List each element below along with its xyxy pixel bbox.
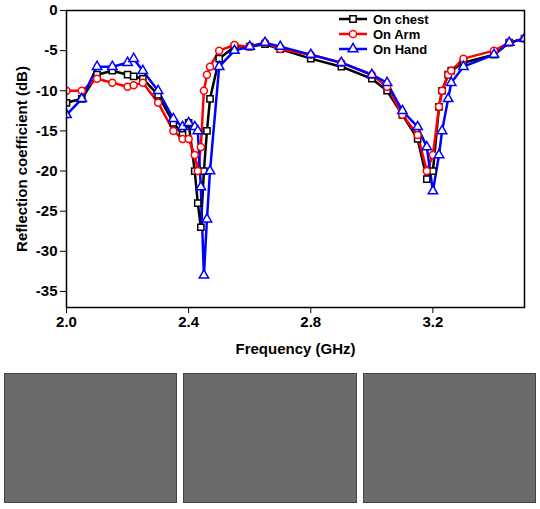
svg-text:-15: -15 <box>36 122 58 139</box>
svg-text:3.2: 3.2 <box>422 313 443 330</box>
svg-text:-5: -5 <box>44 41 57 58</box>
svg-text:Frequency (GHz): Frequency (GHz) <box>235 340 355 357</box>
svg-text:-30: -30 <box>36 242 58 259</box>
svg-text:-10: -10 <box>36 82 58 99</box>
html-text:On chest: On chest <box>373 11 429 27</box>
svg-text:0: 0 <box>49 1 57 18</box>
svg-text:Reflection coefficient (dB): Reflection coefficient (dB) <box>13 66 30 252</box>
svg-text:2.4: 2.4 <box>178 313 200 330</box>
svg-text:-20: -20 <box>36 162 58 179</box>
svg-text:-35: -35 <box>36 282 58 299</box>
svg-text:-25: -25 <box>36 202 58 219</box>
svg-text:2.0: 2.0 <box>56 313 77 330</box>
html-text:On Hand: On Hand <box>373 41 428 57</box>
html-text:On Arm: On Arm <box>373 26 421 42</box>
svg-text:2.8: 2.8 <box>300 313 321 330</box>
